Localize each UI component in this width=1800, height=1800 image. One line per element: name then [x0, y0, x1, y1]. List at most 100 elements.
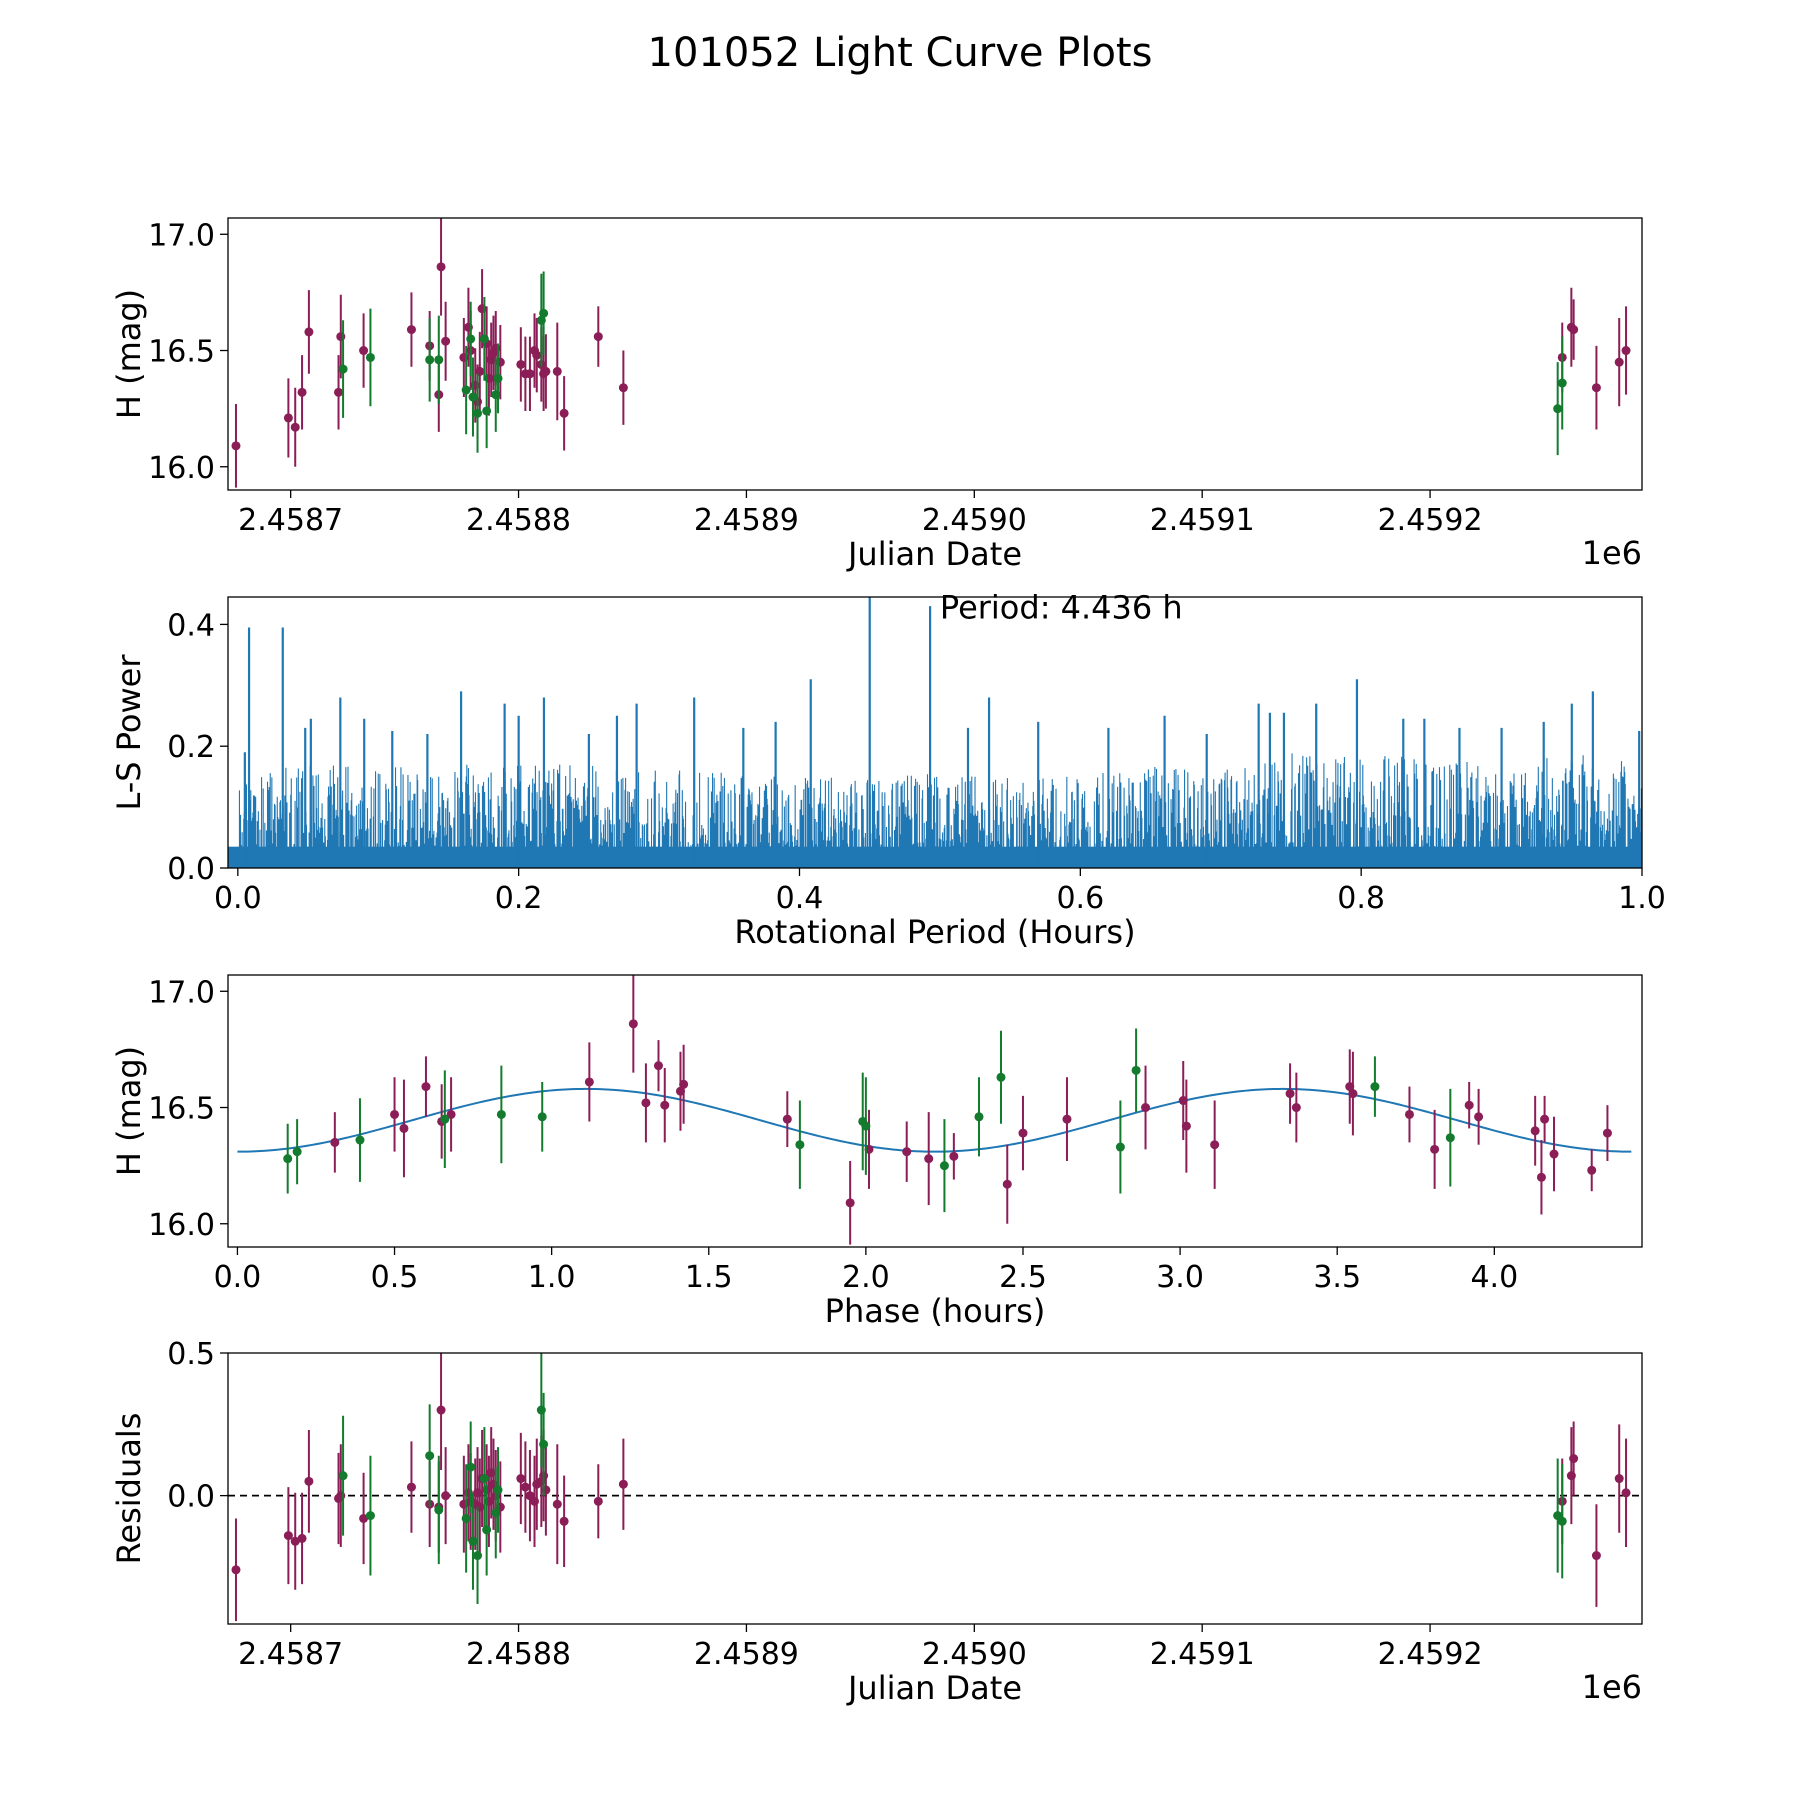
chart-lightcurve: 2.4587 2.4588 2.4589 2.4590 2.4591 2.4592 16.0… — [110, 217, 1643, 573]
y-axis-label: H (mag) — [110, 1046, 148, 1176]
x-tick-label: 2.4587 — [238, 1637, 343, 1672]
data-point — [1464, 1100, 1474, 1110]
data-point — [304, 1476, 314, 1486]
y-tick-label: 16.0 — [148, 451, 215, 486]
data-point — [1591, 1551, 1601, 1561]
data-point — [618, 1479, 628, 1489]
data-point — [1370, 1082, 1380, 1092]
x-tick-label: 2.4590 — [922, 1637, 1027, 1672]
data-point — [1348, 1089, 1358, 1099]
data-point — [1569, 325, 1579, 335]
data-point — [1404, 1109, 1414, 1119]
chart-residuals: 2.4587 2.4588 2.4589 2.4590 2.4591 2.4592 0.0 0… — [110, 1337, 1643, 1707]
data-point — [1602, 1128, 1612, 1138]
data-point — [795, 1140, 805, 1150]
data-point — [482, 1525, 492, 1535]
data-point — [446, 1109, 456, 1119]
data-point — [479, 334, 489, 344]
y-tick-label: 17.0 — [148, 218, 215, 253]
y-tick-label: 16.5 — [148, 335, 215, 370]
data-point — [1285, 1089, 1295, 1099]
data-point — [1557, 378, 1567, 388]
data-point — [475, 366, 485, 376]
data-point — [473, 1551, 483, 1561]
y-tick-label: 0.2 — [167, 730, 215, 765]
data-point — [939, 1161, 949, 1171]
data-point — [334, 387, 344, 397]
data-point — [1445, 1133, 1455, 1143]
data-point — [436, 262, 446, 272]
x-tick-label: 2.5 — [999, 1260, 1047, 1295]
plot-frame — [227, 1352, 1643, 1625]
data-point — [782, 1114, 792, 1124]
y-tick-label: 16.0 — [148, 1208, 215, 1243]
data-point — [552, 1499, 562, 1509]
y-axis-label: H (mag) — [110, 289, 148, 419]
data-point — [231, 1565, 241, 1575]
data-point — [618, 383, 628, 393]
data-point — [297, 1533, 307, 1543]
y-tick-label: 0.0 — [167, 852, 215, 887]
data-point — [434, 1505, 444, 1515]
data-point — [1621, 1488, 1631, 1498]
data-point — [541, 366, 551, 376]
x-tick-label: 2.4589 — [694, 1637, 799, 1672]
data-point — [1141, 1103, 1151, 1113]
x-tick-label: 0.0 — [214, 1260, 262, 1295]
data-point — [461, 385, 471, 395]
data-point — [1614, 357, 1624, 367]
data-point — [440, 1114, 450, 1124]
model-curve — [237, 1087, 1632, 1153]
data-point — [1210, 1140, 1220, 1150]
series-green — [338, 271, 1567, 456]
data-point — [1569, 1454, 1579, 1464]
x-tick-label: 0.0 — [214, 881, 262, 916]
data-point — [365, 352, 375, 362]
data-point — [653, 1061, 663, 1071]
data-point — [493, 373, 503, 383]
data-point — [552, 366, 562, 376]
x-tick-label: 0.8 — [1337, 881, 1385, 916]
x-tick-label: 2.4591 — [1150, 1637, 1255, 1672]
data-point — [283, 1531, 293, 1541]
x-tick-label: 2.4587 — [238, 503, 343, 538]
data-point — [283, 1154, 293, 1164]
data-point — [539, 1439, 549, 1449]
x-offset-label: 1e6 — [1582, 1668, 1642, 1706]
data-point — [1062, 1114, 1072, 1124]
data-point — [628, 1019, 638, 1029]
data-point — [1540, 1114, 1550, 1124]
data-point — [1002, 1179, 1012, 1189]
data-point — [1474, 1112, 1484, 1122]
x-axis-label: Julian Date — [846, 1669, 1022, 1707]
x-axis-label: Julian Date — [846, 535, 1022, 573]
y-tick-label: 0.0 — [167, 1480, 215, 1515]
data-point — [1614, 1474, 1624, 1484]
data-point — [441, 1491, 451, 1501]
data-point — [532, 350, 542, 360]
data-point — [338, 1471, 348, 1481]
data-point — [1536, 1172, 1546, 1182]
data-point — [365, 1511, 375, 1521]
y-axis-label: L-S Power — [110, 654, 148, 811]
data-point — [482, 406, 492, 416]
data-point — [304, 327, 314, 337]
data-point — [290, 1536, 300, 1546]
data-point — [861, 1121, 871, 1131]
plot-area — [231, 218, 1631, 488]
data-point — [559, 408, 569, 418]
y-tick-label: 0.5 — [167, 1337, 215, 1372]
data-point — [468, 392, 478, 402]
x-tick-label: 2.4592 — [1378, 1637, 1483, 1672]
x-tick-label: 1.5 — [685, 1260, 733, 1295]
chart-phase: 0.0 0.5 1.0 1.5 2.0 2.5 3.0 3.5 4.0 16.0 16.5 17.0 P… — [110, 974, 1643, 1330]
x-tick-label: 2.4591 — [1150, 503, 1255, 538]
x-tick-label: 4.0 — [1470, 1260, 1518, 1295]
data-point — [359, 1513, 369, 1523]
data-point — [292, 1147, 302, 1157]
x-tick-label: 3.5 — [1313, 1260, 1361, 1295]
y-tick-label: 16.5 — [148, 1092, 215, 1127]
x-axis-label: Phase (hours) — [825, 1292, 1046, 1330]
data-point — [516, 1474, 526, 1484]
